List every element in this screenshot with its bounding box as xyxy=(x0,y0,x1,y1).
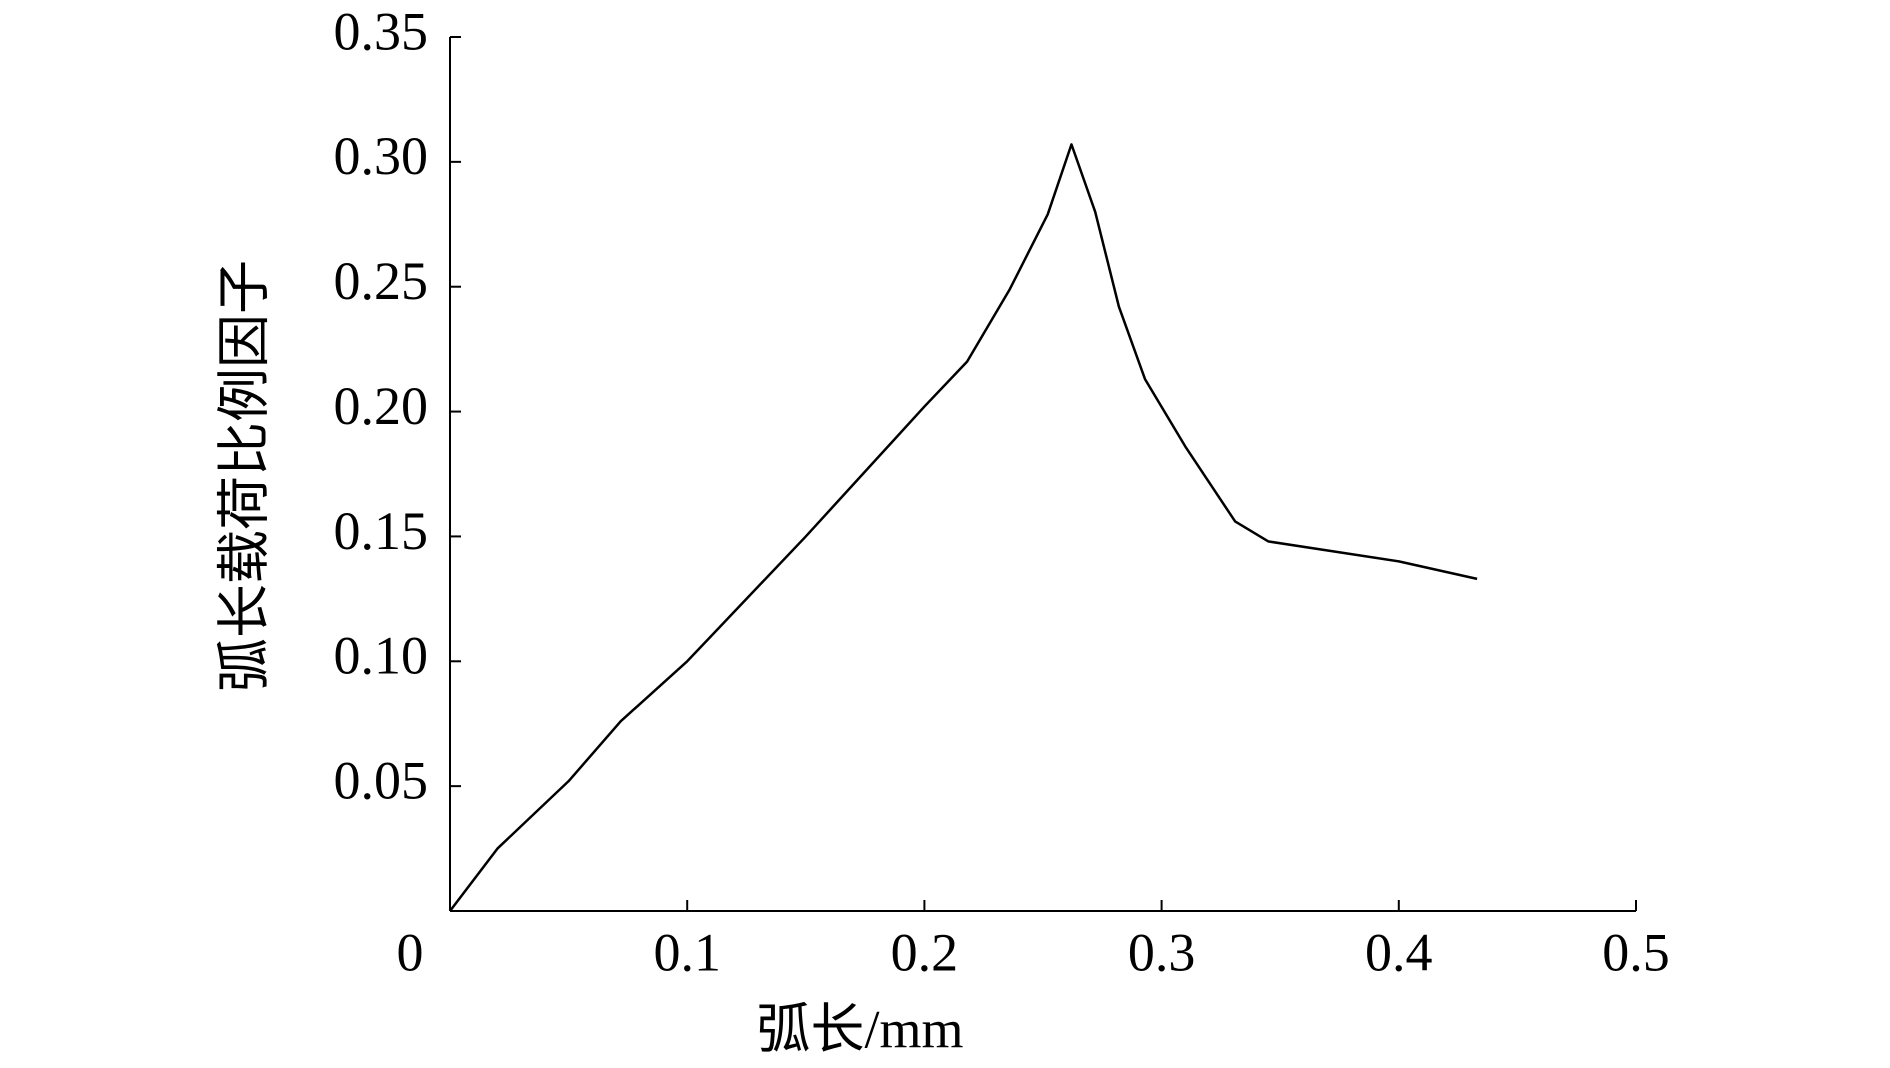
y-tick-label: 0.05 xyxy=(334,751,429,811)
x-tick-label: 0 xyxy=(397,922,424,982)
x-tick-label: 0.4 xyxy=(1365,922,1433,982)
y-tick-label: 0.35 xyxy=(334,1,429,61)
y-tick-label: 0.15 xyxy=(334,501,429,561)
x-tick-label: 0.5 xyxy=(1602,922,1670,982)
y-tick-label: 0.10 xyxy=(334,626,429,686)
y-tick-label: 0.30 xyxy=(334,126,429,186)
x-tick-label: 0.3 xyxy=(1128,922,1196,982)
y-tick-label: 0.25 xyxy=(334,251,429,311)
y-tick-label: 0.20 xyxy=(334,376,429,436)
x-axis-title: 弧长/mm xyxy=(756,999,963,1059)
x-tick-label: 0.2 xyxy=(891,922,959,982)
x-tick-label: 0.1 xyxy=(653,922,721,982)
data-line xyxy=(449,143,1478,912)
y-axis-title: 弧长载荷比例因子 xyxy=(214,260,274,692)
